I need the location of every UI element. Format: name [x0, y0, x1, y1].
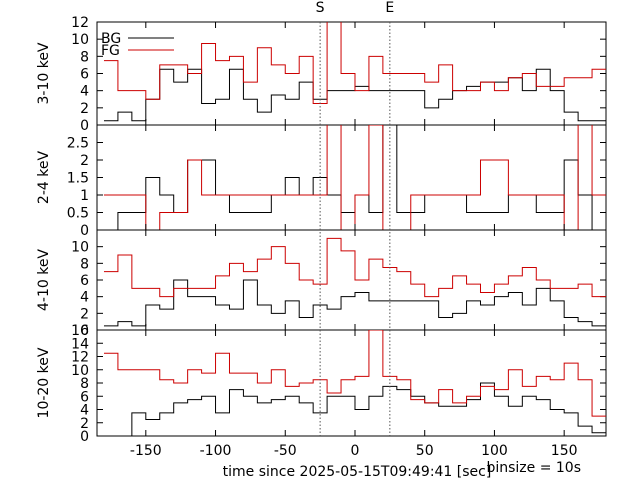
- y-axis-label: 2-4 keV: [36, 151, 52, 205]
- y-tick-label: 0: [80, 223, 89, 239]
- marker-e-label: E: [385, 0, 394, 16]
- y-tick-label: 0.5: [67, 206, 89, 222]
- y-axis-label: 4-10 keV: [36, 249, 52, 311]
- y-tick-label: 6: [80, 67, 89, 83]
- y-tick-label: 4: [80, 403, 89, 419]
- y-tick-label: 0: [80, 323, 89, 339]
- panel-2-4-kev: 00.5 11.5 22.5 2-4 keV: [36, 124, 607, 239]
- y-tick-label: 14: [71, 336, 89, 352]
- x-tick-label: 150: [551, 443, 578, 459]
- x-tick-label: 50: [416, 443, 434, 459]
- y-tick-label: 8: [80, 49, 89, 65]
- x-tick-label: 100: [481, 443, 508, 459]
- y-tick-label: 8: [80, 376, 89, 392]
- x-axis: -150 -100 -50 0 50 100 150: [130, 22, 578, 459]
- x-tick-label: 0: [351, 443, 360, 459]
- y-tick-label: 2: [80, 101, 89, 117]
- y-axis-label: 10-20 keV: [36, 347, 52, 418]
- y-axis-label: 3-10 keV: [36, 42, 52, 104]
- y-tick-label: 10: [71, 32, 89, 48]
- legend-bg-label: BG: [101, 31, 121, 47]
- y-tick-label: 2: [80, 153, 89, 169]
- series-bg-line: [103, 68, 606, 122]
- marker-s-label: S: [316, 0, 325, 16]
- series-fg-line: [103, 22, 606, 105]
- x-tick-label: -150: [130, 443, 162, 459]
- y-tick-label: 2: [80, 306, 89, 322]
- y-tick-label: 8: [80, 256, 89, 272]
- series-fg-line: [103, 237, 606, 298]
- y-tick-label: 0: [80, 429, 89, 445]
- y-tick-label: 6: [80, 273, 89, 289]
- panel-frame: [96, 124, 607, 231]
- y-tick-label: 12: [71, 15, 89, 31]
- series-fg-line: [103, 330, 606, 417]
- binsize-label: binsize = 10s: [486, 460, 581, 476]
- y-tick-label: 1.5: [67, 171, 89, 187]
- series-fg-line: [103, 125, 606, 230]
- y-tick-label: 2.5: [67, 136, 89, 152]
- series-bg-line: [103, 279, 606, 327]
- y-tick-label: 16: [71, 323, 89, 339]
- y-tick-label: 10: [71, 363, 89, 379]
- y-tick-label: 1: [80, 188, 89, 204]
- y-tick-label: 2: [80, 416, 89, 432]
- y-tick-label: 4: [80, 84, 89, 100]
- y-tick-label: 6: [80, 389, 89, 405]
- x-axis-label: time since 2025-05-15T09:49:41 [sec]: [223, 464, 492, 480]
- x-tick-label: -50: [274, 443, 297, 459]
- y-tick-label: 0: [80, 118, 89, 134]
- legend-fg-label: FG: [101, 43, 120, 59]
- y-tick-label: 4: [80, 290, 89, 306]
- y-tick-label: 10: [71, 240, 89, 256]
- x-tick-label: -100: [200, 443, 232, 459]
- series-bg-line: [103, 382, 606, 436]
- y-tick-label: 12: [71, 350, 89, 366]
